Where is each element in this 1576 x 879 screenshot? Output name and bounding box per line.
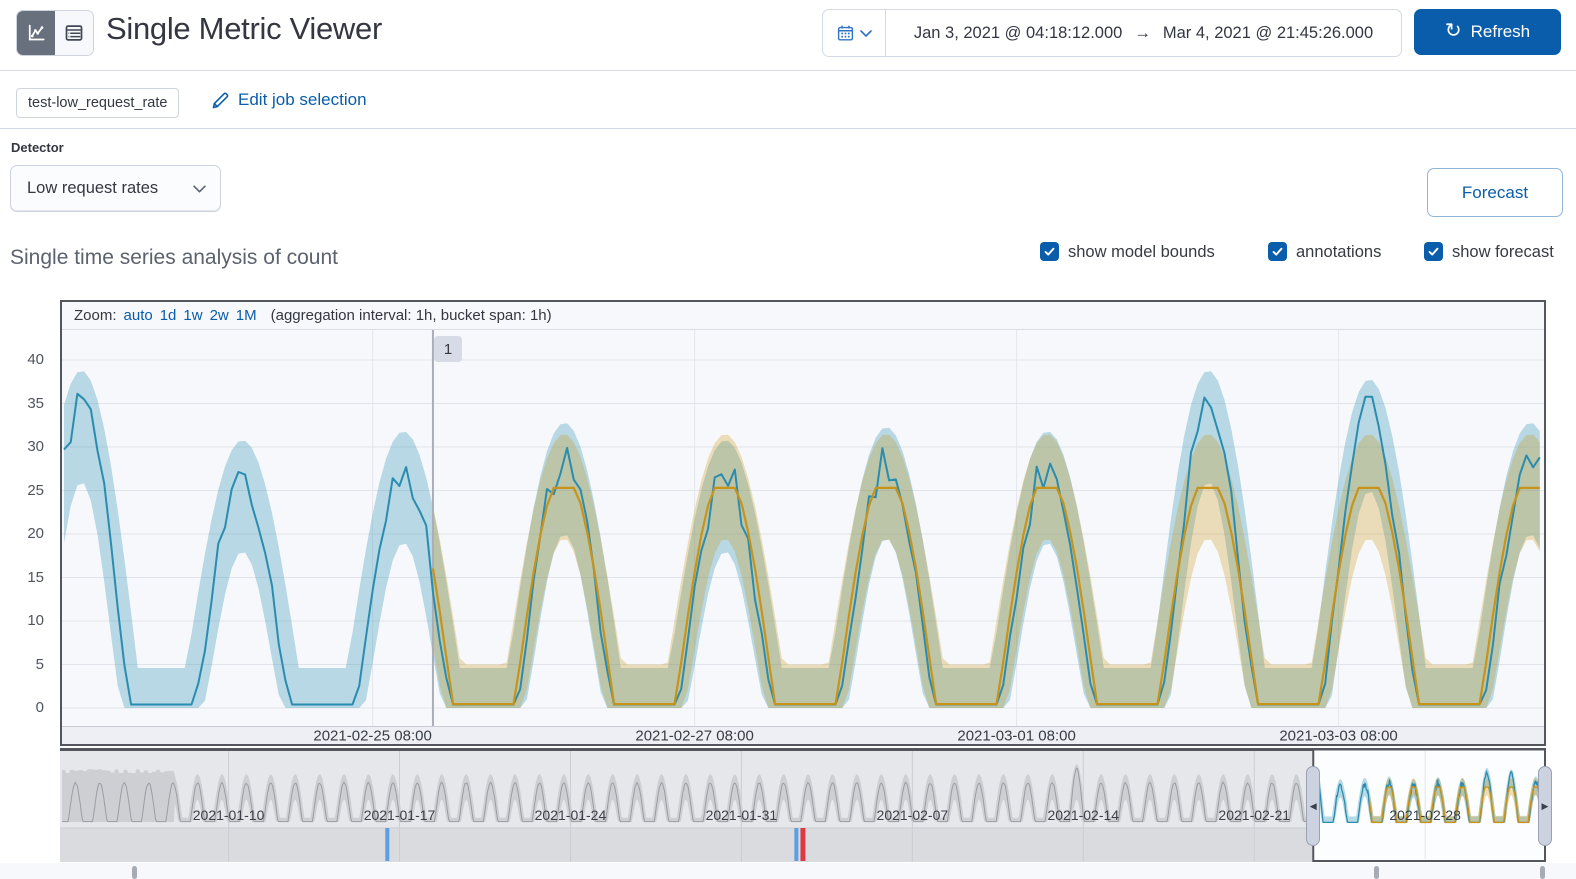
- annotations-strip: [0, 863, 1576, 879]
- x-axis-tick-label: 2021-02-27 08:00: [635, 728, 753, 745]
- y-axis-tick-label: 25: [27, 481, 44, 499]
- context-selection: [1312, 748, 1546, 862]
- table-view-toggle[interactable]: [55, 11, 93, 55]
- check-icon: [1272, 247, 1283, 256]
- annotation-marker-red[interactable]: [800, 828, 806, 861]
- edit-job-selection-link[interactable]: Edit job selection: [212, 90, 367, 110]
- header-divider: [0, 70, 1576, 71]
- check-icon: [1044, 247, 1055, 256]
- zoom-prefix: Zoom:: [74, 307, 117, 324]
- y-axis-tick-label: 30: [27, 438, 44, 455]
- date-range-display: Jan 3, 2021 @ 04:18:12.000 → Mar 4, 2021…: [886, 10, 1401, 56]
- context-chart[interactable]: 2021-01-10 2021-01-17 2021-01-24 2021-01-31…: [60, 748, 1546, 863]
- zoom-link-1w[interactable]: 1w: [183, 307, 203, 324]
- y-axis-tick-label: 10: [27, 612, 44, 629]
- context-tick-label: 2021-02-28: [1389, 807, 1461, 823]
- chart-view-toggle[interactable]: [17, 11, 55, 55]
- gridlines: [62, 330, 1544, 726]
- annotation-marker-blue[interactable]: [794, 828, 799, 861]
- context-tick-label: 2021-01-24: [535, 807, 607, 823]
- y-axis-tick-label: 40: [27, 351, 44, 368]
- detector-label: Detector: [11, 140, 64, 155]
- job-bar-divider: [0, 128, 1576, 129]
- range-arrow-icon: →: [1134, 23, 1151, 42]
- left-arrow-icon: ◀: [1309, 800, 1317, 811]
- main-plot-svg[interactable]: 2021-02-25 08:00 2021-02-27 08:00 2021-03-…: [62, 330, 1544, 744]
- annotations-label: annotations: [1296, 243, 1382, 261]
- y-axis-tick-label: 20: [27, 525, 44, 542]
- y-axis-tick-label: 0: [35, 699, 44, 716]
- edit-job-selection-label: Edit job selection: [238, 90, 367, 109]
- chevron-down-icon: [859, 29, 872, 37]
- zoom-bar: Zoom: auto 1d 1w 2w 1M (aggregation inte…: [62, 302, 1544, 330]
- detector-select[interactable]: Low request rates: [10, 165, 221, 212]
- refresh-icon: ↻: [1444, 20, 1462, 42]
- x-axis-tick-label: 2021-02-25 08:00: [313, 728, 431, 745]
- zoom-link-1M[interactable]: 1M: [235, 307, 257, 324]
- page-title: Single Metric Viewer: [106, 11, 382, 46]
- chevron-down-icon: [193, 184, 206, 193]
- forecast-series-line: [431, 486, 1540, 706]
- x-axis-tick-label: 2021-03-03 08:00: [1279, 728, 1397, 745]
- y-axis-tick-label: 5: [35, 655, 44, 673]
- end-date[interactable]: Mar 4, 2021 @ 21:45:26.000: [1162, 23, 1374, 42]
- refresh-button[interactable]: ↻ Refresh: [1414, 9, 1561, 55]
- main-time-series-chart[interactable]: Zoom: auto 1d 1w 2w 1M (aggregation inte…: [60, 300, 1546, 746]
- context-tick-label: 2021-01-10: [193, 807, 265, 823]
- annotations-checkbox[interactable]: [1268, 242, 1287, 261]
- job-id-badge[interactable]: test-low_request_rate: [16, 88, 180, 118]
- calendar-icon: [837, 25, 853, 41]
- context-series-line: [62, 767, 1545, 823]
- context-tick-label: 2021-01-31: [706, 807, 778, 823]
- detector-selected-value: Low request rates: [27, 179, 159, 197]
- show-model-bounds-label: show model bounds: [1068, 243, 1215, 261]
- start-date[interactable]: Jan 3, 2021 @ 04:18:12.000: [913, 23, 1123, 42]
- bottom-annotation-marker[interactable]: [132, 866, 138, 879]
- date-range-picker: Jan 3, 2021 @ 04:18:12.000 → Mar 4, 2021…: [822, 9, 1402, 57]
- x-axis-tick-label: 2021-03-01 08:00: [957, 728, 1075, 745]
- forecast-bounds-band: [433, 434, 1540, 708]
- context-tick-label: 2021-02-21: [1218, 807, 1290, 823]
- selection-right-handle[interactable]: ▶: [1538, 766, 1552, 846]
- zoom-link-1d[interactable]: 1d: [159, 307, 177, 324]
- context-bounds-band: [62, 764, 1545, 822]
- chart-title: Single time series analysis of count: [10, 246, 338, 269]
- refresh-label: Refresh: [1470, 22, 1531, 41]
- annotation-marker-blue[interactable]: [385, 828, 390, 861]
- context-tick-label: 2021-02-14: [1047, 807, 1119, 823]
- context-tick-label: 2021-01-17: [364, 807, 436, 823]
- aggregation-info: (aggregation interval: 1h, bucket span: …: [270, 307, 552, 324]
- bottom-annotation-marker[interactable]: [1373, 866, 1379, 879]
- forecast-button[interactable]: Forecast: [1427, 168, 1563, 217]
- table-icon: [65, 25, 83, 41]
- selection-mini-series: [1314, 767, 1545, 824]
- show-forecast-label: show forecast: [1452, 243, 1554, 261]
- show-model-bounds-checkbox[interactable]: [1040, 242, 1059, 261]
- bottom-annotation-marker[interactable]: [1539, 866, 1545, 879]
- selection-left-handle[interactable]: ◀: [1306, 766, 1321, 846]
- quick-select-button[interactable]: [823, 10, 886, 56]
- zoom-link-2w[interactable]: 2w: [209, 307, 229, 324]
- context-tick-label: 2021-02-07: [877, 807, 949, 823]
- annotation-badge[interactable]: 1: [434, 336, 462, 362]
- pencil-icon: [212, 91, 229, 108]
- check-icon: [1428, 247, 1439, 256]
- right-arrow-icon: ▶: [1541, 800, 1549, 811]
- show-forecast-checkbox[interactable]: [1424, 242, 1443, 261]
- y-axis-tick-label: 35: [27, 394, 44, 412]
- zoom-link-auto[interactable]: auto: [123, 307, 153, 324]
- line-chart-icon: [28, 24, 45, 41]
- view-toggle-group: [16, 10, 94, 56]
- y-axis-tick-label: 15: [27, 568, 44, 586]
